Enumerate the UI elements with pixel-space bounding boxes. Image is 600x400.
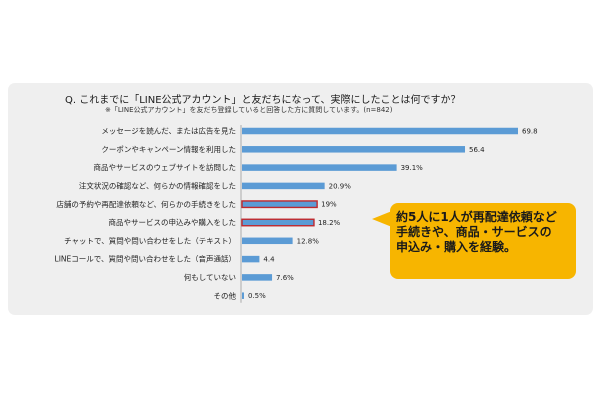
bar (242, 164, 397, 171)
category-label: LINEコールで、質問や問い合わせをした（音声通話） (55, 254, 236, 264)
bar (242, 237, 293, 245)
category-label: クーポンやキャンペーン情報を利用した (101, 144, 236, 154)
value-label: 20.9% (329, 182, 352, 190)
category-label: その他 (214, 290, 237, 300)
callout-box (390, 203, 576, 279)
value-label: 4.4 (263, 256, 275, 264)
value-label: 12.8% (297, 237, 320, 245)
category-label: 商品やサービスの申込みや購入をした (109, 217, 237, 227)
category-label: 何もしていない (184, 272, 236, 282)
category-label: チャットで、質問や問い合わせをした（テキスト） (64, 235, 236, 245)
category-label: 店舗の予約や再配達依頼など、何らかの手続きをした (56, 199, 236, 209)
value-label: 19% (321, 201, 337, 209)
question-title: Q. これまでに「LINE公式アカウント」と友だちになって、実際にしたことは何で… (65, 95, 461, 106)
bar (242, 292, 244, 299)
callout-text: 約5人に1人が再配達依頼など 手続きや、商品・サービスの 申込み・購入を経験。 (396, 210, 557, 254)
category-label: 商品やサービスのウェブサイトを訪問した (94, 162, 237, 172)
question-note: ※「LINE公式アカウント」を友だち登録していると回答した方に質問しています。(… (105, 106, 393, 114)
value-label: 39.1% (401, 164, 424, 172)
value-label: 18.2% (318, 219, 341, 227)
bar (242, 274, 273, 281)
bar (242, 127, 518, 135)
category-label: メッセージを読んだ、または広告を見た (101, 126, 236, 136)
bar (242, 255, 260, 263)
highlighted-bar (241, 218, 315, 227)
callout-pointer (372, 211, 392, 227)
highlighted-bar (241, 200, 318, 209)
value-label: 7.6% (276, 274, 294, 282)
value-label: 69.8 (522, 128, 538, 136)
bar (242, 146, 466, 153)
value-label: 0.5% (248, 292, 266, 300)
bar (242, 182, 325, 190)
category-label: 注文状況の確認など、何らかの情報確認をした (79, 181, 236, 191)
value-label: 56.4 (469, 146, 485, 154)
